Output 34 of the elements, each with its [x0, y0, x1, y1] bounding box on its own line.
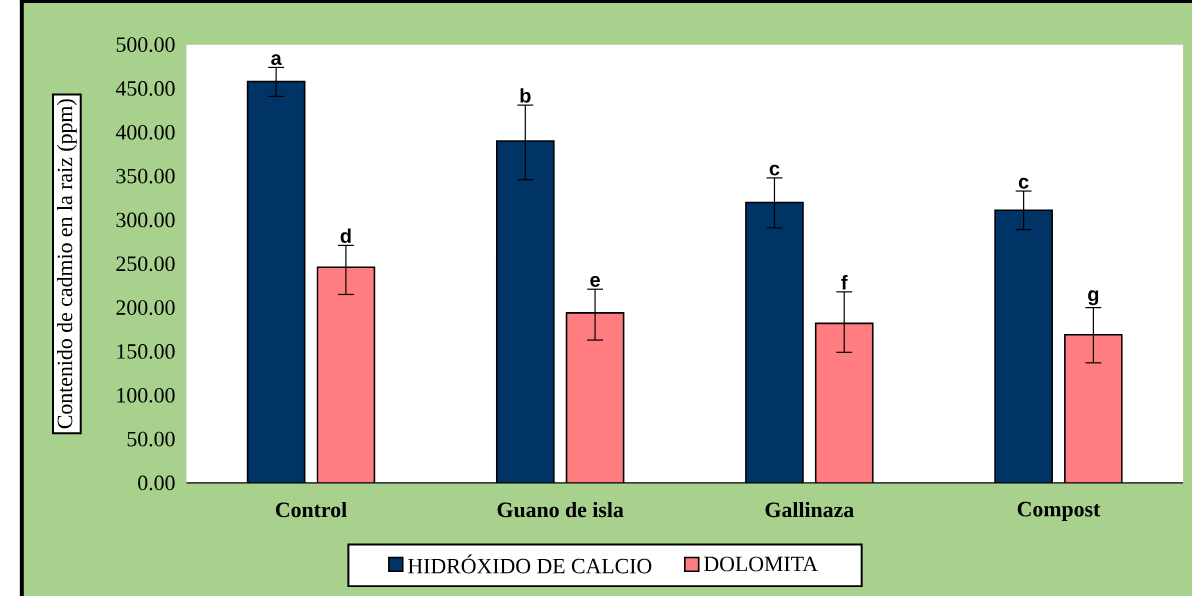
bar: [246, 80, 306, 483]
y-tick-label: 450.00: [115, 81, 175, 96]
bar: [565, 312, 625, 483]
annotation: b: [520, 88, 531, 103]
x-tick-label: Control: [275, 501, 347, 518]
bar: [1064, 334, 1123, 483]
y-tick-label: 350.00: [116, 168, 175, 184]
annotation: g: [1088, 290, 1099, 306]
y-tick-label: 500.00: [116, 37, 175, 53]
y-axis-title: Contenido de cadmio en la raiz (ppm): [56, 99, 77, 429]
annotation: f: [841, 275, 848, 290]
y-tick-label: 100.00: [117, 387, 175, 403]
annotation: e: [590, 275, 600, 287]
x-tick-label: Gallinaza: [765, 501, 854, 518]
y-tick-label: 300.00: [116, 212, 175, 228]
y-tick-label: 250.00: [116, 256, 175, 272]
y-tick-label: 0.00: [138, 475, 175, 491]
y-tick-label: 400.00: [115, 124, 175, 140]
bar: [495, 140, 555, 483]
annotation: c: [1018, 177, 1029, 189]
bar: [316, 266, 376, 483]
annotation: d: [340, 228, 351, 243]
bar: [814, 322, 874, 483]
legend-label: DOLOMITA: [704, 556, 818, 572]
x-tick-label: Guano de isla: [497, 501, 624, 518]
x-tick-label: Compost: [1017, 501, 1101, 521]
bar: [745, 201, 804, 483]
annotation: a: [271, 54, 282, 66]
y-tick-label: 200.00: [116, 300, 175, 316]
annotation: c: [769, 164, 780, 176]
legend-label: HIDRÓXIDO DE CALCIO: [408, 554, 652, 574]
bar: [994, 209, 1053, 483]
y-tick-label: 50.00: [127, 431, 175, 447]
y-tick-label: 150.00: [117, 344, 175, 359]
